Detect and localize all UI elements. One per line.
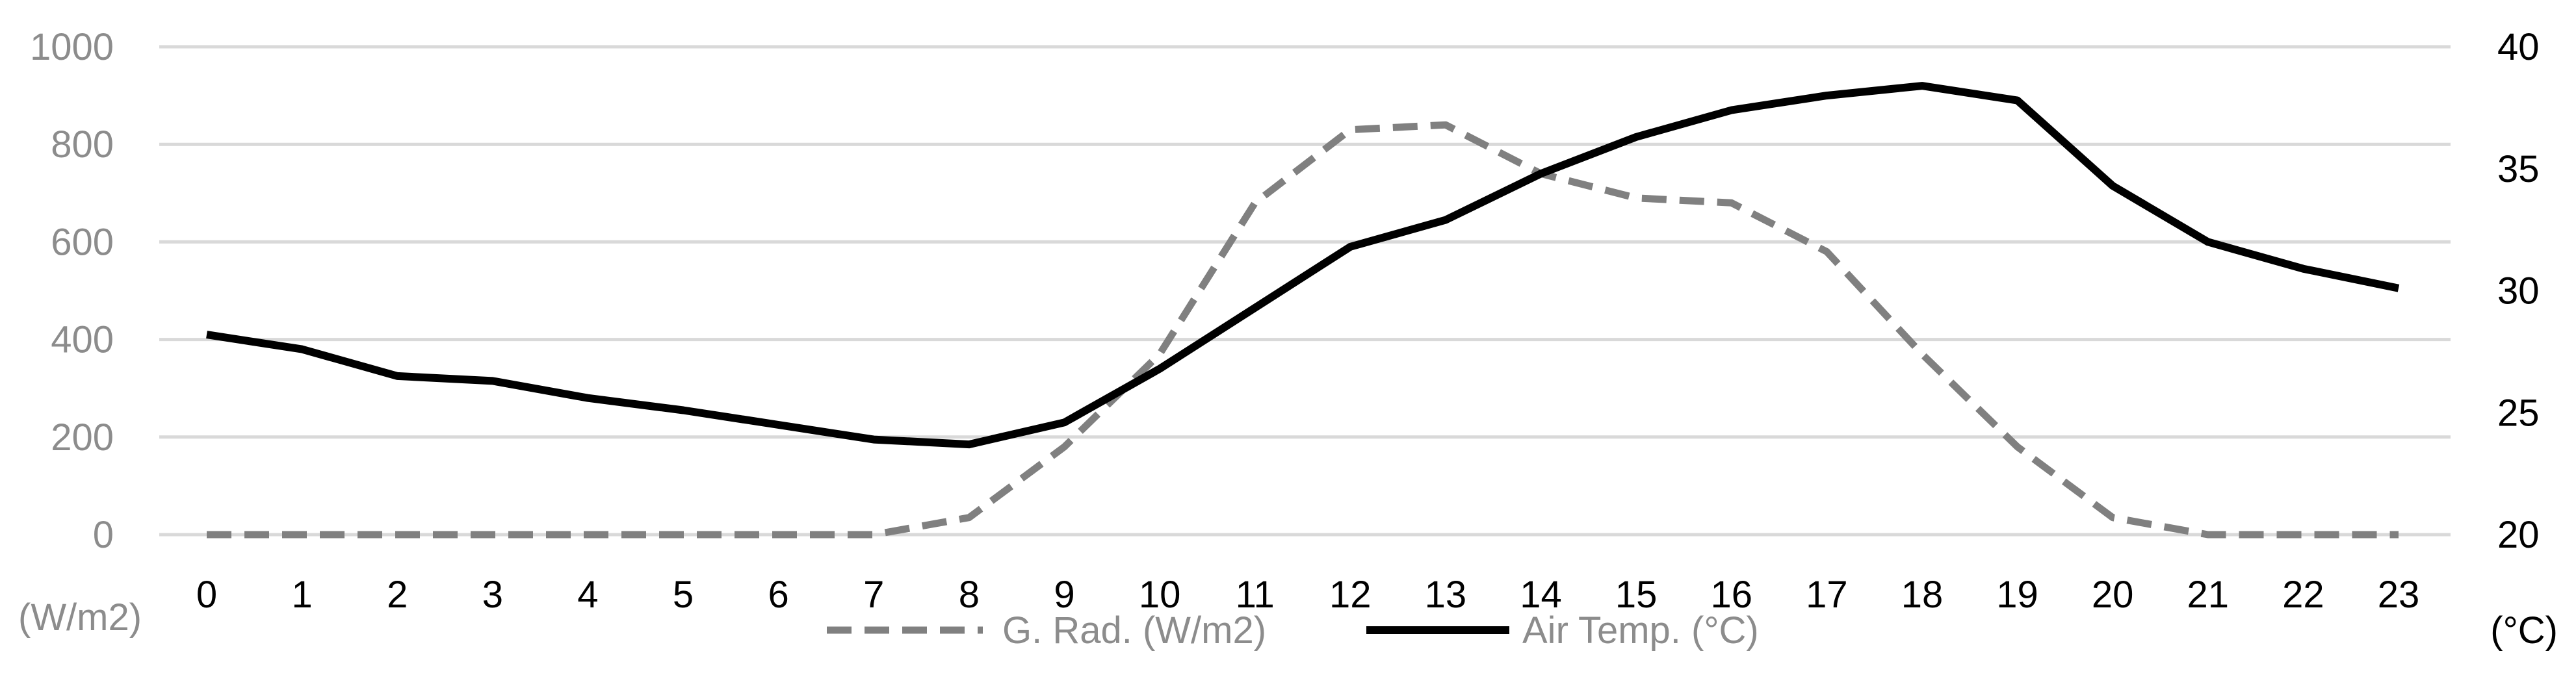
x-tick-label: 13 (1425, 574, 1467, 616)
x-axis-ticks: 0 1 2 3 4 5 6 7 8 9 10 11 12 13 14 15 16 17 18 19 20 21 22 23 (196, 574, 2419, 616)
x-tick-label: 20 (2092, 574, 2134, 616)
x-tick-label: 10 (1139, 574, 1181, 616)
legend-label: G. Rad. (W/m2) (1002, 609, 1266, 652)
right-tick-label: 35 (2497, 148, 2540, 190)
right-tick-label: 30 (2497, 270, 2540, 312)
x-tick-label: 5 (673, 574, 694, 616)
series-line-radiation (207, 121, 2399, 539)
x-tick-label: 9 (1054, 574, 1074, 616)
right-tick-label: 40 (2497, 26, 2540, 68)
legend-label: Air Temp. (°C) (1522, 609, 1759, 652)
x-tick-label: 19 (1996, 574, 2038, 616)
series-lines (206, 82, 2400, 539)
left-axis-ticks: 0 200 400 600 800 1000 (30, 26, 114, 556)
x-tick-label: 4 (577, 574, 598, 616)
right-axis-ticks: 20 25 30 35 40 (2497, 26, 2540, 556)
grid-lines (159, 45, 2451, 537)
x-tick-label: 18 (1901, 574, 1944, 616)
left-tick-label: 0 (93, 514, 114, 556)
x-tick-label: 22 (2282, 574, 2324, 616)
x-tick-label: 0 (196, 574, 217, 616)
x-tick-label: 17 (1806, 574, 1848, 616)
x-tick-label: 6 (768, 574, 789, 616)
left-tick-label: 200 (51, 416, 114, 459)
left-tick-label: 1000 (30, 26, 114, 68)
right-tick-label: 20 (2497, 514, 2540, 556)
right-axis-unit-label: (°C) (2490, 609, 2558, 652)
series-line-air-temp (206, 82, 2400, 449)
x-tick-label: 2 (387, 574, 408, 616)
x-tick-label: 23 (2378, 574, 2420, 616)
legend: G. Rad. (W/m2) Air Temp. (°C) (827, 609, 1759, 652)
x-tick-label: 12 (1329, 574, 1372, 616)
left-tick-label: 600 (51, 221, 114, 263)
left-axis-unit-label: (W/m2) (18, 596, 142, 639)
x-tick-label: 21 (2187, 574, 2230, 616)
x-tick-label: 3 (482, 574, 503, 616)
x-tick-label: 11 (1236, 574, 1275, 616)
right-tick-label: 25 (2497, 392, 2540, 434)
x-tick-label: 7 (863, 574, 884, 616)
left-tick-label: 800 (51, 123, 114, 166)
x-tick-label: 16 (1710, 574, 1752, 616)
x-tick-label: 8 (959, 574, 980, 616)
x-tick-label: 14 (1520, 574, 1562, 616)
left-tick-label: 400 (51, 319, 114, 361)
x-tick-label: 15 (1615, 574, 1658, 616)
x-tick-label: 1 (291, 574, 312, 616)
